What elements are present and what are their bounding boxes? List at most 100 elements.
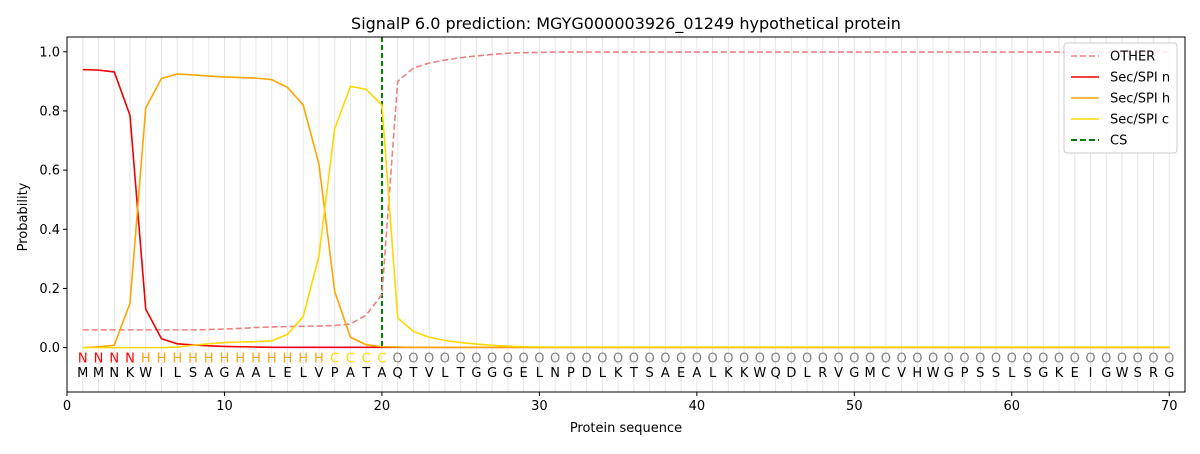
region-label: O xyxy=(723,351,733,366)
region-label: O xyxy=(629,351,639,366)
region-label: H xyxy=(283,351,293,366)
y-axis-ticks: 0.0 0.2 0.4 0.6 0.8 1.0 xyxy=(39,45,67,356)
amino-acid-label: K xyxy=(740,366,749,381)
amino-acid-label: P xyxy=(961,366,969,381)
amino-acid-label: L xyxy=(709,366,717,381)
region-label: O xyxy=(519,351,529,366)
amino-acid-label: A xyxy=(661,366,670,381)
region-label: C xyxy=(377,351,386,366)
amino-acid-label: R xyxy=(818,366,827,381)
x-axis-label: Protein sequence xyxy=(570,421,682,436)
region-label: O xyxy=(471,351,481,366)
region-label: O xyxy=(928,351,938,366)
region-label: O xyxy=(975,351,985,366)
amino-acid-label: A xyxy=(377,366,386,381)
region-label: O xyxy=(881,351,891,366)
region-label: O xyxy=(1117,351,1127,366)
amino-acid-label: S xyxy=(1023,366,1031,381)
amino-acid-label: P xyxy=(567,366,575,381)
amino-acid-label: M xyxy=(864,366,875,381)
region-label: O xyxy=(944,351,954,366)
amino-acid-label: T xyxy=(361,366,370,381)
amino-acid-label: H xyxy=(912,366,922,381)
amino-acid-label: S xyxy=(645,366,653,381)
amino-acid-label: N xyxy=(550,366,560,381)
amino-acid-label: L xyxy=(174,366,182,381)
amino-acid-label: E xyxy=(283,366,291,381)
region-label: O xyxy=(1054,351,1064,366)
amino-acid-label: A xyxy=(346,366,355,381)
amino-acid-label: W xyxy=(753,366,766,381)
x-tick-label: 70 xyxy=(1161,399,1178,414)
amino-acid-label: V xyxy=(897,366,906,381)
amino-acid-label: W xyxy=(139,366,152,381)
amino-acid-label: S xyxy=(976,366,984,381)
amino-acid-label: G xyxy=(471,366,481,381)
region-label: O xyxy=(1164,351,1174,366)
series-line-sec-spi-c xyxy=(82,85,1170,349)
region-label: O xyxy=(1022,351,1032,366)
x-tick-label: 50 xyxy=(846,399,863,414)
amino-acid-label: G xyxy=(487,366,497,381)
x-tick-label: 60 xyxy=(1004,399,1021,414)
region-label: H xyxy=(157,351,167,366)
amino-acid-label: I xyxy=(1089,366,1093,381)
region-label: H xyxy=(235,351,245,366)
region-label: O xyxy=(865,351,875,366)
y-tick-label: 0.8 xyxy=(39,104,60,119)
amino-acid-label: K xyxy=(126,366,135,381)
y-tick-label: 0.0 xyxy=(39,341,60,356)
amino-acid-label: G xyxy=(503,366,513,381)
amino-acid-label: G xyxy=(1038,366,1048,381)
region-label: O xyxy=(550,351,560,366)
region-label: O xyxy=(991,351,1001,366)
region-label: O xyxy=(1038,351,1048,366)
amino-acid-label: G xyxy=(849,366,859,381)
series-line-sec-spi-n xyxy=(82,68,1170,349)
amino-acid-label: T xyxy=(456,366,465,381)
amino-acid-label: R xyxy=(1149,366,1158,381)
amino-acid-label: L xyxy=(599,366,607,381)
amino-acid-label: G xyxy=(1164,366,1174,381)
region-label: O xyxy=(896,351,906,366)
region-label: O xyxy=(487,351,497,366)
amino-acid-label: I xyxy=(160,366,164,381)
region-label: H xyxy=(298,351,308,366)
series-line-sec-spi-h xyxy=(82,73,1170,349)
chart-title: SignalP 6.0 prediction: MGYG000003926_01… xyxy=(351,14,901,34)
amino-acid-label: L xyxy=(268,366,276,381)
amino-acid-label: Q xyxy=(770,366,780,381)
amino-acid-label: G xyxy=(1101,366,1111,381)
legend-box xyxy=(1063,42,1178,154)
x-tick-label: 0 xyxy=(63,399,71,414)
amino-acid-label: S xyxy=(189,366,197,381)
amino-acid-label: A xyxy=(252,366,261,381)
legend-label: CS xyxy=(1110,134,1127,149)
amino-acid-label: W xyxy=(1116,366,1129,381)
amino-acid-label: L xyxy=(441,366,449,381)
region-label: H xyxy=(314,351,324,366)
region-label: O xyxy=(456,351,466,366)
region-label: H xyxy=(188,351,198,366)
y-tick-label: 0.6 xyxy=(39,164,60,179)
region-label: O xyxy=(1101,351,1111,366)
region-label: O xyxy=(503,351,513,366)
residue-labels: NMNMNNNKHWHIHLHSHAHGHAHAHLHEHLHVCPCACTCA… xyxy=(77,351,1174,381)
region-label: O xyxy=(959,351,969,366)
amino-acid-label: K xyxy=(1055,366,1064,381)
amino-acid-label: K xyxy=(614,366,623,381)
amino-acid-label: L xyxy=(536,366,544,381)
region-label: O xyxy=(1085,351,1095,366)
region-label: O xyxy=(849,351,859,366)
region-label: O xyxy=(566,351,576,366)
amino-acid-label: E xyxy=(520,366,528,381)
amino-acid-label: W xyxy=(927,366,940,381)
amino-acid-label: L xyxy=(803,366,811,381)
amino-acid-label: P xyxy=(331,366,339,381)
amino-acid-label: C xyxy=(881,366,890,381)
region-label: O xyxy=(660,351,670,366)
region-label: O xyxy=(755,351,765,366)
y-axis-label: Probability xyxy=(16,182,31,251)
region-label: O xyxy=(739,351,749,366)
